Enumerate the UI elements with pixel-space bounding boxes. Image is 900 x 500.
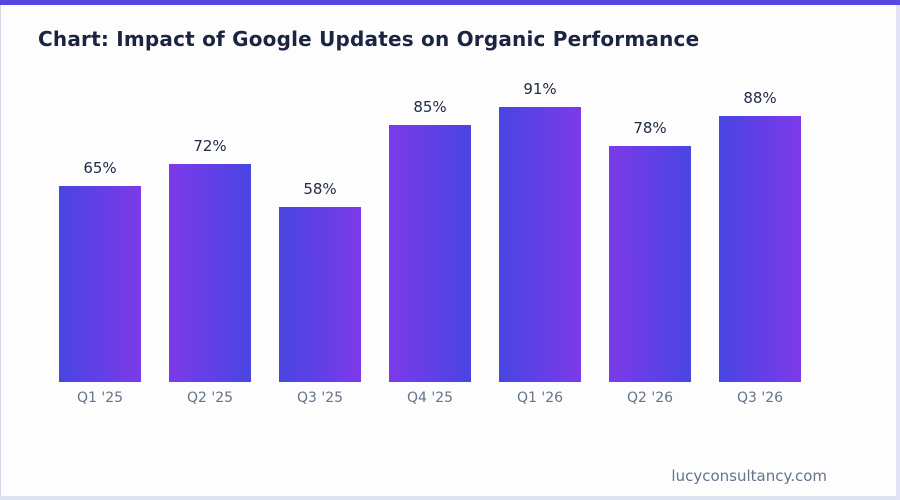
x-tick-label: Q2 '25 bbox=[186, 390, 234, 406]
bar-column: 78% Q2 '26 bbox=[609, 72, 691, 406]
left-edge-strip bbox=[0, 5, 1, 500]
bar-column: 65% Q1 '25 bbox=[59, 72, 141, 406]
bar-value-label: 65% bbox=[83, 159, 117, 177]
bar bbox=[609, 146, 691, 382]
bar-chart: 65% Q1 '25 72% Q2 '25 58% Q3 '25 85% Q4 '25 91% Q… bbox=[59, 72, 801, 406]
bar bbox=[169, 164, 251, 382]
chart-title: Chart: Impact of Google Updates on Organ… bbox=[38, 27, 700, 51]
x-tick-label: Q3 '25 bbox=[296, 390, 344, 406]
bar-column: 58% Q3 '25 bbox=[279, 72, 361, 406]
bar-value-label: 91% bbox=[523, 80, 557, 98]
bar bbox=[279, 207, 361, 382]
bar-value-label: 88% bbox=[743, 89, 777, 107]
top-accent-bar bbox=[0, 0, 900, 5]
bar bbox=[389, 125, 471, 382]
bar-value-label: 72% bbox=[193, 137, 227, 155]
bar-column: 85% Q4 '25 bbox=[389, 72, 471, 406]
bar bbox=[719, 116, 801, 382]
x-tick-label: Q4 '25 bbox=[406, 390, 454, 406]
bottom-edge-strip bbox=[0, 496, 896, 500]
x-tick-label: Q3 '26 bbox=[736, 390, 784, 406]
bar-value-label: 58% bbox=[303, 180, 337, 198]
x-tick-label: Q2 '26 bbox=[626, 390, 674, 406]
right-edge-strip bbox=[896, 5, 900, 500]
bar bbox=[499, 107, 581, 382]
bar-value-label: 85% bbox=[413, 98, 447, 116]
bar-column: 72% Q2 '25 bbox=[169, 72, 251, 406]
bar-value-label: 78% bbox=[633, 119, 667, 137]
bar-column: 91% Q1 '26 bbox=[499, 72, 581, 406]
x-tick-label: Q1 '25 bbox=[76, 390, 124, 406]
footer-watermark: lucyconsultancy.com bbox=[671, 467, 827, 485]
bar-column: 88% Q3 '26 bbox=[719, 72, 801, 406]
x-tick-label: Q1 '26 bbox=[516, 390, 564, 406]
bar bbox=[59, 186, 141, 382]
